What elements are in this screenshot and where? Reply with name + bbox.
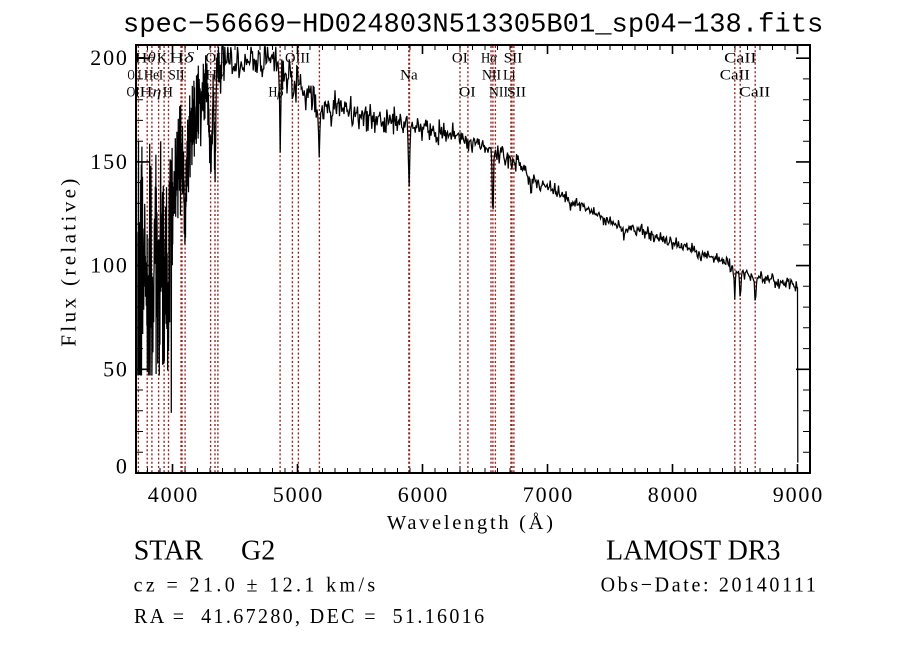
svg-text:cz = 21.0 ± 12.1 km/s: cz = 21.0 ± 12.1 km/s — [134, 574, 379, 597]
svg-text:K: K — [157, 51, 167, 67]
svg-text:SII: SII — [507, 85, 526, 101]
svg-text:NII: NII — [482, 68, 501, 84]
svg-text:9000: 9000 — [773, 482, 824, 507]
svg-text:8000: 8000 — [648, 482, 699, 507]
svg-text:OIII: OIII — [205, 51, 231, 67]
svg-text:RA = 41.67280, DEC = 51.1601: RA = 41.67280, DEC = 51.16016 — [134, 606, 487, 629]
svg-text:NII: NII — [489, 85, 508, 101]
svg-text:Hα: Hα — [481, 51, 498, 67]
svg-text:Hη: Hη — [140, 85, 162, 101]
svg-text:4000: 4000 — [148, 482, 199, 507]
svg-text:STAR: STAR — [134, 536, 204, 567]
svg-text:50: 50 — [103, 356, 129, 381]
svg-text:Obs−Date: 20140111: Obs−Date: 20140111 — [601, 574, 819, 597]
svg-text:Hθ: Hθ — [135, 51, 156, 67]
svg-text:150: 150 — [90, 149, 128, 174]
svg-text:SII: SII — [504, 51, 523, 67]
svg-text:0: 0 — [116, 453, 129, 478]
svg-text:OII: OII — [128, 68, 142, 84]
svg-text:G: G — [206, 85, 216, 101]
svg-text:OI: OI — [127, 85, 140, 101]
svg-text:CaII: CaII — [724, 51, 756, 67]
svg-text:CaII: CaII — [739, 85, 770, 101]
svg-text:200: 200 — [90, 45, 128, 70]
svg-text:spec−56669−HD024803N513305B01_: spec−56669−HD024803N513305B01_sp04−138.f… — [123, 10, 823, 41]
svg-text:5000: 5000 — [273, 482, 324, 507]
svg-text:6000: 6000 — [398, 482, 449, 507]
svg-text:Hβ: Hβ — [269, 85, 284, 101]
svg-text:7000: 7000 — [523, 482, 574, 507]
svg-text:100: 100 — [90, 253, 128, 278]
svg-text:LAMOST DR3: LAMOST DR3 — [606, 536, 781, 567]
svg-text:CaII: CaII — [720, 68, 750, 84]
svg-text:H: H — [163, 85, 173, 101]
svg-text:HeI: HeI — [144, 68, 163, 84]
svg-text:Hδ: Hδ — [169, 51, 195, 67]
svg-text:Hγ: Hγ — [205, 68, 225, 84]
svg-text:Na: Na — [400, 68, 418, 84]
svg-text:G2: G2 — [241, 536, 275, 567]
svg-text:SII: SII — [169, 68, 185, 84]
svg-text:Flux (relative): Flux (relative) — [57, 175, 81, 346]
svg-text:Li: Li — [503, 68, 516, 84]
svg-text:Wavelength (Å): Wavelength (Å) — [387, 512, 556, 534]
svg-text:OI: OI — [459, 85, 476, 101]
svg-text:OI: OI — [452, 51, 468, 67]
svg-text:OIII: OIII — [285, 51, 310, 67]
